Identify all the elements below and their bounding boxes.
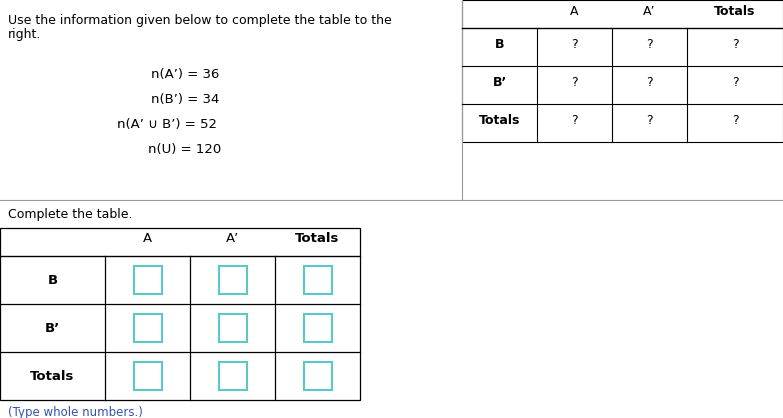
- Text: A’: A’: [644, 5, 655, 18]
- Text: ?: ?: [571, 76, 578, 89]
- Text: B’: B’: [493, 76, 507, 89]
- Bar: [0, 228, 360, 400]
- Text: Totals: Totals: [295, 232, 340, 245]
- Text: ?: ?: [646, 38, 653, 51]
- Bar: [133, 362, 161, 390]
- Bar: [304, 266, 331, 294]
- Text: ?: ?: [646, 76, 653, 89]
- Text: n(A’ ∪ B’) = 52: n(A’ ∪ B’) = 52: [117, 118, 217, 131]
- Text: A: A: [143, 232, 152, 245]
- Bar: [304, 314, 331, 342]
- Text: n(U) = 120: n(U) = 120: [148, 143, 222, 156]
- Text: Totals: Totals: [714, 5, 756, 18]
- Bar: [218, 314, 247, 342]
- Text: ?: ?: [571, 114, 578, 127]
- Text: ?: ?: [646, 114, 653, 127]
- Text: A: A: [570, 5, 579, 18]
- Text: right.: right.: [8, 28, 41, 41]
- Text: B: B: [48, 274, 58, 287]
- Bar: [133, 314, 161, 342]
- Text: ?: ?: [731, 38, 738, 51]
- Text: ?: ?: [731, 114, 738, 127]
- Text: Complete the table.: Complete the table.: [8, 208, 132, 221]
- Text: B’: B’: [45, 322, 60, 335]
- Bar: [304, 362, 331, 390]
- Bar: [218, 362, 247, 390]
- Text: Totals: Totals: [31, 370, 74, 383]
- Text: n(B’) = 34: n(B’) = 34: [151, 93, 219, 106]
- Bar: [133, 266, 161, 294]
- Bar: [462, 0, 783, 142]
- Text: n(A’) = 36: n(A’) = 36: [151, 68, 219, 81]
- Text: A’: A’: [226, 232, 239, 245]
- Text: ?: ?: [731, 76, 738, 89]
- Text: Totals: Totals: [479, 114, 520, 127]
- Text: B: B: [495, 38, 504, 51]
- Text: Use the information given below to complete the table to the: Use the information given below to compl…: [8, 14, 392, 27]
- Text: ?: ?: [571, 38, 578, 51]
- Bar: [218, 266, 247, 294]
- Text: (Type whole numbers.): (Type whole numbers.): [8, 406, 143, 418]
